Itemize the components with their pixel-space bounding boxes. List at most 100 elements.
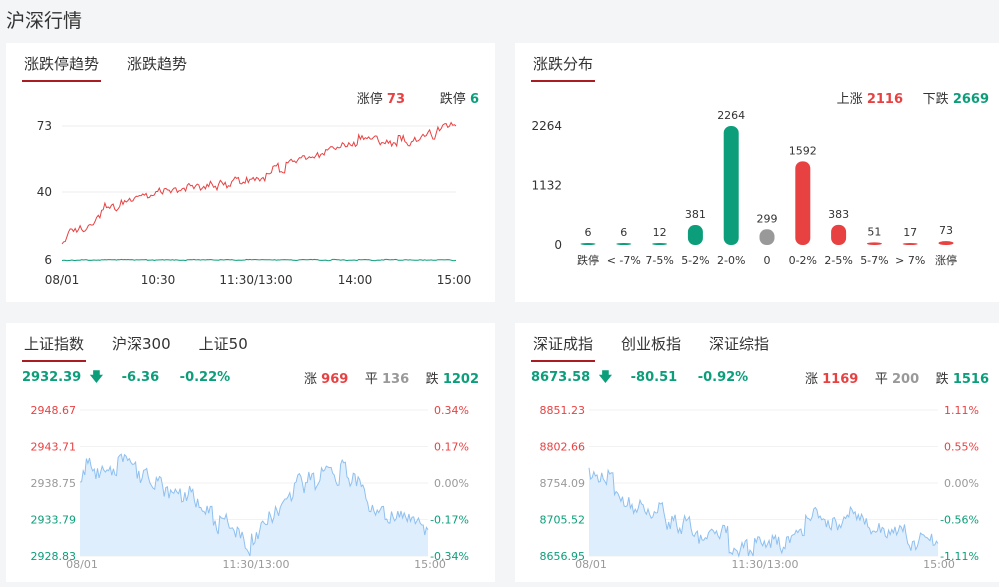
sh-change: -6.36 bbox=[121, 370, 160, 385]
fall-count-stat: 下跌 2669 bbox=[922, 92, 989, 107]
x-tick-label: 7-5% bbox=[645, 254, 673, 267]
x-tick-label: 跌停 bbox=[577, 253, 599, 267]
x-tick-label: 10:30 bbox=[141, 273, 176, 287]
sz-pct: -0.92% bbox=[697, 370, 749, 385]
bar bbox=[902, 243, 918, 245]
y-tick-label: 2264 bbox=[531, 119, 562, 133]
y-pct-label: 0.34% bbox=[434, 404, 469, 417]
x-tick-label: 11:30/13:00 bbox=[222, 558, 289, 571]
tab-sz-component[interactable]: 深证成指 bbox=[531, 335, 596, 362]
bar-value-label: 51 bbox=[867, 225, 881, 238]
tab-chinext[interactable]: 创业板指 bbox=[621, 335, 682, 353]
y-tick-label: 1132 bbox=[531, 179, 562, 193]
x-tick-label: 15:00 bbox=[437, 273, 472, 287]
y-price-label: 2928.83 bbox=[31, 550, 77, 563]
x-tick-label: 0 bbox=[764, 254, 771, 267]
tab-limit-trend[interactable]: 涨跌停趋势 bbox=[22, 55, 102, 82]
bar bbox=[580, 243, 596, 245]
sh-pct: -0.22% bbox=[179, 370, 231, 385]
y-tick-label: 40 bbox=[37, 185, 52, 199]
y-price-label: 2948.67 bbox=[31, 404, 77, 417]
sh-index-panel: 上证指数 沪深300 上证50 2932.39 🡇 -6.36 -0.22% 涨… bbox=[6, 323, 495, 582]
y-price-label: 8754.09 bbox=[540, 477, 586, 490]
rise-count-stat: 上涨 2116 bbox=[836, 92, 903, 107]
tab-csi300[interactable]: 沪深300 bbox=[112, 335, 171, 353]
x-tick-label: 0-2% bbox=[789, 254, 817, 267]
limit-trend-chart: 73 40 6 08/01 10:30 11:30/13:00 14:00 15:00 bbox=[37, 119, 472, 287]
y-price-label: 2943.71 bbox=[31, 441, 77, 454]
sz-index-panel: 深证成指 创业板指 深证综指 8673.58 🡇 -80.51 -0.92% 涨… bbox=[515, 323, 999, 582]
y-pct-label: 0.00% bbox=[434, 477, 469, 490]
y-price-label: 8705.52 bbox=[540, 514, 586, 527]
y-pct-label: -1.11% bbox=[940, 550, 979, 563]
x-tick-label: > 7% bbox=[895, 254, 925, 267]
bar-value-label: 17 bbox=[903, 226, 917, 239]
x-tick-label: 14:00 bbox=[338, 273, 373, 287]
bar-value-label: 381 bbox=[685, 208, 706, 221]
price-line bbox=[79, 453, 429, 557]
y-pct-label: -0.56% bbox=[940, 514, 979, 527]
bar bbox=[831, 224, 847, 245]
x-tick-label: 08/01 bbox=[575, 558, 607, 571]
y-pct-label: 1.11% bbox=[944, 404, 979, 417]
y-pct-label: -0.17% bbox=[430, 514, 469, 527]
x-tick-label: 2-5% bbox=[824, 254, 852, 267]
x-tick-label: 08/01 bbox=[45, 273, 80, 287]
y-tick-label: 0 bbox=[554, 238, 562, 252]
bar bbox=[616, 243, 632, 245]
sz-breadth: 涨 1169 平 200 跌 1516 bbox=[804, 372, 989, 387]
x-tick-label: 08/01 bbox=[66, 558, 98, 571]
down-arrow-icon: 🡇 bbox=[598, 370, 613, 385]
bar bbox=[687, 224, 703, 245]
bar bbox=[795, 161, 811, 245]
limit-trend-panel: 涨跌停趋势 涨跌趋势 涨停 73 跌停 6 73 40 6 08/01 10:30 11:… bbox=[6, 43, 495, 302]
distribution-chart: 2264 1132 0 6 跌停 6 < -7% 12 7-5% 381 5-2% 2264 2-0% 2… bbox=[531, 109, 957, 267]
sz-index-chart: 8851.23 1.11% 8802.66 0.55% 8754.09 0.00% 8705… bbox=[540, 404, 980, 571]
y-price-label: 8656.95 bbox=[540, 550, 586, 563]
bar bbox=[759, 229, 775, 245]
bar bbox=[866, 242, 882, 245]
x-tick-label: 涨停 bbox=[935, 253, 957, 267]
y-pct-label: 0.55% bbox=[944, 441, 979, 454]
x-tick-label: 2-0% bbox=[717, 254, 745, 267]
page-title: 沪深行情 bbox=[6, 10, 83, 32]
x-tick-label: 11:30/13:00 bbox=[219, 273, 292, 287]
price-area bbox=[589, 467, 938, 556]
y-pct-label: -0.34% bbox=[430, 550, 469, 563]
tab-sz-composite[interactable]: 深证综指 bbox=[709, 335, 770, 353]
x-tick-label: 15:00 bbox=[414, 558, 446, 571]
bar-value-label: 1592 bbox=[789, 144, 817, 157]
tab-sh-composite[interactable]: 上证指数 bbox=[22, 335, 87, 362]
y-price-label: 8802.66 bbox=[540, 441, 586, 454]
sz-quote: 8673.58 🡇 -80.51 -0.92% bbox=[531, 368, 764, 390]
tab-rise-fall-trend[interactable]: 涨跌趋势 bbox=[127, 55, 188, 73]
bar-value-label: 2264 bbox=[717, 109, 745, 122]
x-tick-label: 5-2% bbox=[681, 254, 709, 267]
bar-value-label: 6 bbox=[620, 226, 627, 239]
limit-down-stat: 跌停 6 bbox=[439, 92, 479, 107]
limit-up-stat: 涨停 73 bbox=[356, 92, 405, 107]
tab-distribution[interactable]: 涨跌分布 bbox=[531, 55, 596, 82]
price-line bbox=[588, 467, 939, 558]
sh-breadth: 涨 969 平 136 跌 1202 bbox=[304, 372, 479, 387]
y-tick-label: 6 bbox=[44, 253, 52, 267]
tab-sse50[interactable]: 上证50 bbox=[198, 335, 248, 353]
distribution-panel: 涨跌分布 上涨 2116 下跌 2669 2264 1132 0 6 跌停 6 < -7% 1… bbox=[515, 43, 999, 302]
sz-price: 8673.58 bbox=[531, 370, 591, 385]
y-price-label: 2938.75 bbox=[31, 477, 77, 490]
bar-value-label: 6 bbox=[585, 226, 592, 239]
sz-change: -80.51 bbox=[630, 370, 678, 385]
bar-value-label: 299 bbox=[757, 212, 778, 225]
down-arrow-icon: 🡇 bbox=[89, 370, 104, 385]
series-line bbox=[61, 121, 457, 245]
sh-quote: 2932.39 🡇 -6.36 -0.22% bbox=[22, 368, 246, 390]
x-tick-label: 5-7% bbox=[860, 254, 888, 267]
sh-price: 2932.39 bbox=[22, 370, 82, 385]
bar-value-label: 12 bbox=[653, 226, 667, 239]
y-tick-label: 73 bbox=[37, 119, 52, 133]
bar-value-label: 383 bbox=[828, 208, 849, 221]
series-line bbox=[61, 258, 457, 262]
bar bbox=[723, 126, 739, 245]
y-pct-label: 0.00% bbox=[944, 477, 979, 490]
sh-index-chart: 2948.67 0.34% 2943.71 0.17% 2938.75 0.00% 2933… bbox=[31, 404, 470, 571]
